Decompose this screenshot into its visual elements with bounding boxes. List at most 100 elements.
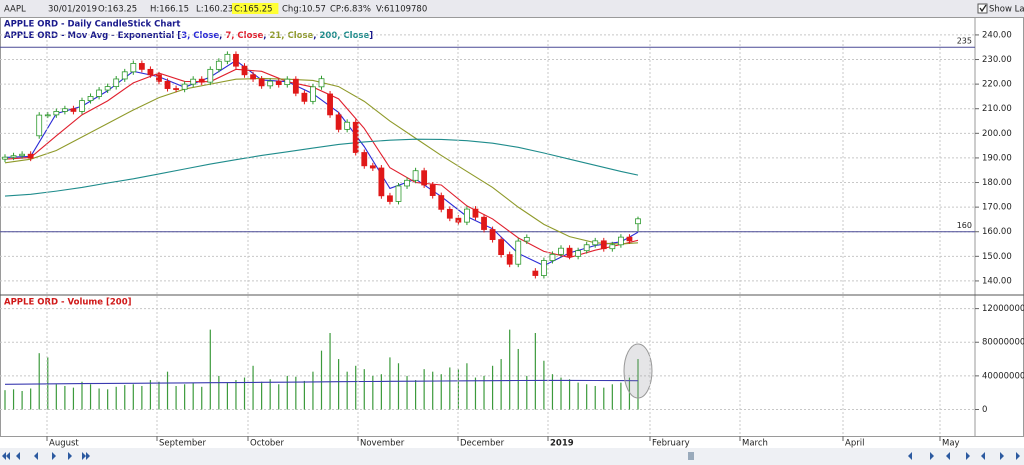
candle-body [583, 244, 590, 252]
month-label: March [742, 439, 768, 449]
candle-body [395, 185, 402, 202]
candle-body [489, 229, 496, 240]
nav-next[interactable] [68, 452, 72, 460]
show-last-checkbox[interactable] [977, 3, 988, 14]
header-item: CP:6.83% [330, 5, 371, 15]
title-segment: 200, Close [320, 31, 370, 41]
y-tick-label: 0 [982, 405, 987, 415]
moving-average [4, 77, 639, 245]
candle-body [532, 270, 539, 276]
moving-average [4, 68, 639, 259]
candle-body [464, 208, 470, 223]
candle-body [412, 170, 419, 181]
candle-body [378, 167, 385, 197]
candle-body [224, 53, 231, 62]
candle-body [318, 78, 325, 88]
nav-last[interactable] [82, 452, 90, 460]
y-tick-label: 120000000 [982, 304, 1024, 314]
candle-body [284, 78, 291, 86]
nav-bar [0, 448, 1024, 465]
candle-body [301, 92, 308, 102]
checkmark [979, 4, 987, 13]
y-tick-label: 230.00 [982, 55, 1012, 65]
candle-body [190, 78, 197, 85]
candle-body [215, 60, 222, 70]
title-segment: , [263, 31, 269, 41]
x-axis: August September October November December 20… [46, 40, 960, 449]
y-tick-label: 160.00 [982, 227, 1012, 237]
candle-body [156, 74, 162, 82]
candle-body [617, 236, 624, 246]
nav-buttons [2, 452, 1020, 460]
candle-body [233, 53, 239, 67]
y-tick-label: 140.00 [982, 276, 1012, 286]
title-segment: APPLE ORD - Mov Avg - Exponential [ [4, 31, 181, 41]
candle-body [164, 81, 171, 89]
candle-body [61, 108, 68, 112]
candle-body [523, 236, 530, 242]
candle-body [292, 78, 299, 94]
candle-body [70, 108, 77, 112]
y-tick-label: 80000000 [982, 338, 1024, 348]
volume-panel: 0 40000000 80000000 120000000 [0, 304, 1024, 415]
candle-body [609, 244, 616, 250]
candle-body [258, 78, 265, 87]
candle-body [635, 218, 641, 225]
title-segment: , [219, 31, 225, 41]
price-title: APPLE ORD - Daily CandleStick Chart [4, 20, 180, 30]
zoom-buttons[interactable] [908, 452, 1020, 460]
month-label: December [460, 439, 505, 449]
y-tick-label: 210.00 [982, 104, 1012, 114]
nav-back[interactable] [34, 452, 38, 460]
candle-body [130, 63, 137, 73]
candle-body [344, 121, 351, 130]
month-label: February [652, 439, 690, 449]
candle-body [566, 247, 573, 257]
nav-prev[interactable] [16, 452, 20, 460]
candle-body [515, 240, 522, 265]
title-segment: 21, Close [269, 31, 313, 41]
candle-body [626, 236, 633, 242]
title-segment: , [313, 31, 319, 41]
candle-body [121, 71, 128, 80]
month-label: 2019 [550, 439, 574, 449]
candle-body [369, 165, 376, 169]
candle-body [181, 83, 188, 90]
volume-title: APPLE ORD - Volume [200] [4, 298, 132, 308]
y-tick-label: 200.00 [982, 129, 1012, 139]
candle-body [352, 121, 359, 153]
candle-body [267, 80, 274, 87]
header-item: AAPL [4, 5, 26, 15]
candle-body [241, 65, 248, 76]
header-item: H:166.15 [150, 5, 189, 15]
candle-body [96, 89, 102, 97]
scroll-thumb[interactable] [688, 452, 694, 460]
month-label: May [942, 439, 960, 449]
candle-body [198, 78, 205, 83]
candle-body [2, 156, 8, 160]
candle-body [310, 86, 316, 102]
candle-body [173, 88, 179, 90]
candle-body [53, 111, 60, 116]
candle-body [335, 114, 342, 130]
candle-body [361, 152, 368, 167]
candle-body [36, 114, 43, 137]
month-label: August [49, 439, 79, 449]
y-tick-label: 150.00 [982, 252, 1012, 262]
show-last-label[interactable]: Show Last [989, 5, 1024, 15]
candle-body [387, 195, 393, 202]
candle-body [592, 240, 599, 246]
level-label: 160 [957, 221, 972, 230]
candle-body [10, 155, 17, 158]
candle-body [113, 78, 120, 87]
y-tick-label: 170.00 [982, 203, 1012, 213]
candle-body [250, 74, 256, 80]
nav-forward[interactable] [52, 452, 56, 460]
level-label: 235 [957, 37, 972, 46]
nav-first[interactable] [2, 452, 10, 460]
candle-body [472, 208, 479, 218]
candle-body [558, 247, 564, 255]
title-segment: 7, Close [225, 31, 263, 41]
y-tick-label: 240.00 [982, 30, 1012, 40]
